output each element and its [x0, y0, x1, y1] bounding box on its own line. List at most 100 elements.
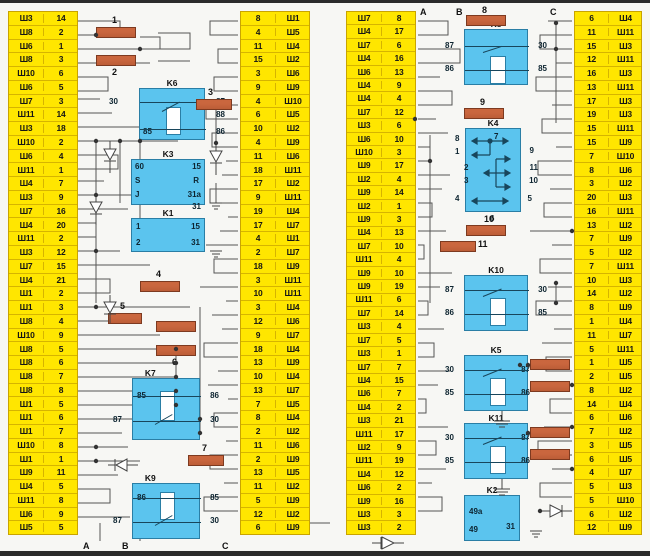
- connector-row[interactable]: Ш1 7: [9, 425, 77, 439]
- connector-row[interactable]: Ш9 19: [347, 280, 415, 294]
- connector-row[interactable]: Ш10 8: [9, 439, 77, 453]
- connector-row[interactable]: Ш3 9: [9, 191, 77, 205]
- connector-row[interactable]: Ш6 4: [9, 150, 77, 164]
- left-outer-connector-strip[interactable]: Ш3 14 Ш8 2 Ш6 1 Ш8 3 Ш10 6 Ш6 5 Ш7 3 Ш11 14 Ш3 18 Ш10 2 Ш6 4 Ш…: [8, 11, 78, 535]
- connector-row[interactable]: 2 Ш5: [575, 370, 641, 384]
- connector-row[interactable]: Ш4 2: [347, 401, 415, 415]
- connector-row[interactable]: 1 Ш4: [575, 315, 641, 329]
- connector-row[interactable]: Ш4 9: [347, 79, 415, 93]
- relay-K8[interactable]: K8 87 30 86 85: [445, 19, 547, 85]
- connector-row[interactable]: 13 Ш11: [575, 81, 641, 95]
- connector-row[interactable]: Ш3 1: [347, 347, 415, 361]
- connector-row[interactable]: 11 Ш7: [575, 329, 641, 343]
- connector-row[interactable]: 18 Ш9: [241, 260, 309, 274]
- fuse-2[interactable]: [96, 55, 136, 66]
- connector-row[interactable]: 11 Ш11: [575, 26, 641, 40]
- connector-row[interactable]: 5 Ш9: [241, 494, 309, 508]
- relay-K7[interactable]: K7 85 86 87 30: [113, 368, 219, 440]
- connector-row[interactable]: 6 Ш5: [241, 108, 309, 123]
- connector-row[interactable]: 15 Ш11: [575, 122, 641, 136]
- connector-row[interactable]: Ш6 1: [9, 40, 77, 54]
- connector-row[interactable]: Ш3 21: [347, 414, 415, 428]
- connector-row[interactable]: 16 Ш11: [575, 205, 641, 219]
- connector-row[interactable]: Ш7 5: [347, 334, 415, 348]
- connector-row[interactable]: Ш9 17: [347, 159, 415, 173]
- connector-row[interactable]: 5 Ш11: [575, 342, 641, 357]
- connector-row[interactable]: 12 Ш11: [575, 53, 641, 68]
- connector-row[interactable]: Ш7 10: [347, 240, 415, 254]
- connector-row[interactable]: Ш9 14: [347, 186, 415, 200]
- relay-K3[interactable]: K3 60 15 S R J 31a 31: [131, 149, 205, 211]
- connector-row[interactable]: Ш3 4: [347, 320, 415, 334]
- connector-row[interactable]: 8 Ш9: [575, 301, 641, 315]
- connector-row[interactable]: Ш1 1: [9, 453, 77, 467]
- connector-row[interactable]: 3 Ш2: [575, 177, 641, 191]
- connector-row[interactable]: 9 Ш9: [241, 81, 309, 95]
- connector-row[interactable]: Ш8 2: [9, 26, 77, 40]
- connector-row[interactable]: 2 Ш9: [241, 453, 309, 467]
- connector-row[interactable]: Ш7 6: [347, 39, 415, 53]
- connector-row[interactable]: 13 Ш7: [241, 384, 309, 398]
- fuse-15[interactable]: [530, 449, 570, 460]
- relay-K4[interactable]: K4 8 7 9 1 11 2 10 3 4 5 6: [455, 118, 538, 223]
- connector-row[interactable]: 5 Ш2: [575, 246, 641, 260]
- connector-row[interactable]: Ш3 18: [9, 122, 77, 136]
- connector-row[interactable]: 8 Ш1: [241, 12, 309, 26]
- connector-row[interactable]: 4 Ш1: [241, 232, 309, 247]
- connector-row[interactable]: 3 Ш6: [241, 67, 309, 81]
- connector-row[interactable]: 5 Ш10: [575, 494, 641, 508]
- connector-row[interactable]: 7 Ш11: [575, 260, 641, 274]
- connector-row[interactable]: 5 Ш3: [575, 480, 641, 494]
- connector-row[interactable]: Ш3 3: [347, 508, 415, 522]
- connector-row[interactable]: 12 Ш2: [241, 508, 309, 522]
- connector-row[interactable]: Ш11 2: [9, 232, 77, 247]
- connector-row[interactable]: Ш6 5: [9, 81, 77, 95]
- connector-row[interactable]: 7 Ш10: [575, 150, 641, 164]
- right-inner-connector-strip[interactable]: Ш7 8 Ш4 17 Ш7 6 Ш4 16 Ш6 13 Ш4 9 Ш4 4 Ш7 12 Ш3 6 Ш6 10 Ш10 3 Ш…: [346, 11, 416, 535]
- connector-row[interactable]: 8 Ш6: [575, 163, 641, 178]
- connector-row[interactable]: Ш9 3: [347, 213, 415, 227]
- connector-row[interactable]: 10 Ш2: [241, 122, 309, 136]
- connector-row[interactable]: Ш8 3: [9, 53, 77, 68]
- connector-row[interactable]: 18 Ш4: [241, 342, 309, 357]
- relay-K9[interactable]: K9 86 85 87 30: [113, 473, 219, 539]
- fuse-4[interactable]: [140, 281, 180, 292]
- connector-row[interactable]: 7 Ш2: [575, 425, 641, 439]
- connector-row[interactable]: Ш6 13: [347, 66, 415, 80]
- relay-K2[interactable]: K2 49a 49 31: [464, 485, 520, 541]
- connector-row[interactable]: Ш10 2: [9, 136, 77, 150]
- connector-row[interactable]: Ш7 8: [347, 12, 415, 26]
- connector-row[interactable]: Ш11 17: [347, 428, 415, 441]
- connector-row[interactable]: Ш10 9: [9, 329, 77, 343]
- relay-K5[interactable]: K5 30 87 85 86: [445, 345, 530, 411]
- connector-row[interactable]: 13 Ш2: [575, 218, 641, 233]
- connector-row[interactable]: 6 Ш4: [575, 12, 641, 26]
- connector-row[interactable]: Ш4 15: [347, 374, 415, 388]
- right-outer-connector-strip[interactable]: 6 Ш4 11 Ш11 15 Ш3 12 Ш11 16 Ш3 13 Ш11 17 Ш3 19 Ш3 15 Ш11 1…: [574, 11, 642, 535]
- connector-row[interactable]: Ш3 2: [347, 521, 415, 533]
- connector-row[interactable]: 10 Ш11: [241, 287, 309, 302]
- connector-row[interactable]: Ш4 4: [347, 92, 415, 106]
- fuse-13[interactable]: [530, 381, 570, 392]
- connector-row[interactable]: Ш2 9: [347, 441, 415, 455]
- connector-row[interactable]: Ш7 12: [347, 106, 415, 120]
- connector-row[interactable]: 2 Ш7: [241, 246, 309, 260]
- connector-row[interactable]: Ш6 7: [347, 387, 415, 401]
- connector-row[interactable]: Ш4 5: [9, 480, 77, 494]
- connector-row[interactable]: 17 Ш2: [241, 177, 309, 191]
- connector-row[interactable]: Ш4 7: [9, 177, 77, 191]
- relay-K1[interactable]: K1 1 2 15 31: [131, 208, 205, 252]
- relay-K10[interactable]: K10 87 30 86 85: [445, 265, 547, 331]
- fuse-6[interactable]: [156, 321, 196, 332]
- connector-row[interactable]: Ш9 11: [9, 466, 77, 481]
- connector-row[interactable]: Ш9 10: [347, 267, 415, 281]
- connector-row[interactable]: Ш8 8: [9, 384, 77, 398]
- connector-row[interactable]: 3 Ш5: [575, 439, 641, 453]
- connector-row[interactable]: Ш4 21: [9, 274, 77, 288]
- connector-row[interactable]: 15 Ш2: [241, 53, 309, 68]
- connector-row[interactable]: Ш8 5: [9, 342, 77, 357]
- fuse-7[interactable]: [188, 455, 224, 466]
- connector-row[interactable]: Ш11 19: [347, 454, 415, 468]
- fuse-9[interactable]: [464, 108, 504, 119]
- connector-row[interactable]: Ш4 17: [347, 25, 415, 39]
